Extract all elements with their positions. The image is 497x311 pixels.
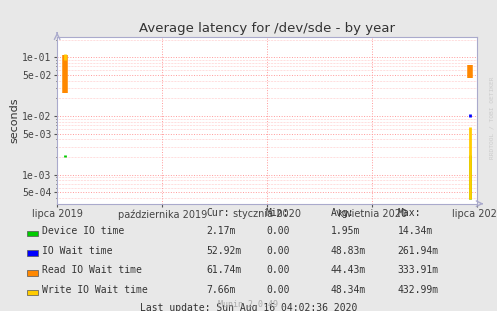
Text: 0.00: 0.00 [266,265,289,275]
Text: Read IO Wait time: Read IO Wait time [42,265,142,275]
Text: 44.43m: 44.43m [331,265,366,275]
Text: Munin 2.0.49: Munin 2.0.49 [219,300,278,309]
Text: Device IO time: Device IO time [42,226,124,236]
Text: 0.00: 0.00 [266,246,289,256]
Text: Write IO Wait time: Write IO Wait time [42,285,148,295]
Text: 2.17m: 2.17m [206,226,236,236]
Title: Average latency for /dev/sde - by year: Average latency for /dev/sde - by year [139,22,395,35]
Text: 48.83m: 48.83m [331,246,366,256]
Text: Cur:: Cur: [206,208,230,218]
Text: 333.91m: 333.91m [398,265,439,275]
Text: RRDTOOL / TOBI OETIKER: RRDTOOL / TOBI OETIKER [490,77,495,160]
Text: Max:: Max: [398,208,421,218]
Text: 1.95m: 1.95m [331,226,360,236]
Text: 7.66m: 7.66m [206,285,236,295]
Text: 0.00: 0.00 [266,285,289,295]
Text: 61.74m: 61.74m [206,265,242,275]
Text: Last update: Sun Aug 16 04:02:36 2020: Last update: Sun Aug 16 04:02:36 2020 [140,303,357,311]
Text: Min:: Min: [266,208,289,218]
Text: 432.99m: 432.99m [398,285,439,295]
Text: 14.34m: 14.34m [398,226,433,236]
Text: 48.34m: 48.34m [331,285,366,295]
Text: 52.92m: 52.92m [206,246,242,256]
Text: 261.94m: 261.94m [398,246,439,256]
Text: 0.00: 0.00 [266,226,289,236]
Text: Avg:: Avg: [331,208,354,218]
Y-axis label: seconds: seconds [9,98,19,143]
Text: IO Wait time: IO Wait time [42,246,113,256]
